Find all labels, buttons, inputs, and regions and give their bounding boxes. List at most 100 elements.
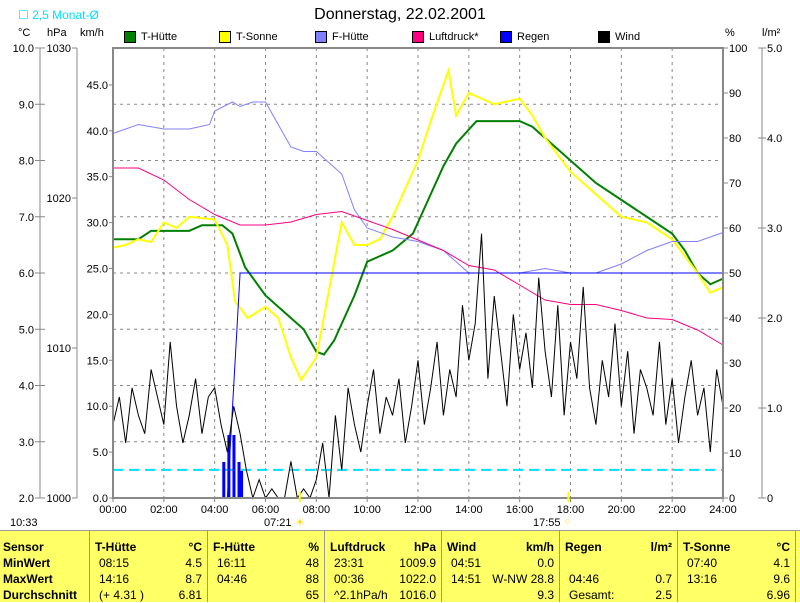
series-wind-line <box>112 233 724 500</box>
kmh-tick-label: 45.0 <box>87 80 108 92</box>
stats-cell-row: 04:46 0.7 <box>565 571 672 587</box>
stats-value: W-NW 28.8 <box>492 572 554 586</box>
celsius-tick-label: 6.0 <box>19 268 34 280</box>
stats-time: (+ 4.31 ) <box>99 588 145 602</box>
lm2-tick-label: 2.0 <box>767 313 782 325</box>
unit-kmh: km/h <box>80 27 104 39</box>
stats-column: T-Sonne °C 07:40 4.1 13:16 9.6 6.96 <box>678 531 796 602</box>
unit-lm2: l/m² <box>762 27 781 39</box>
rain-bar <box>240 471 244 498</box>
kmh-tick-label: 30.0 <box>87 218 108 230</box>
stats-cell-row: 9.3 <box>447 587 554 603</box>
kmh-tick-label: 25.0 <box>87 264 108 276</box>
stats-value: 1022.0 <box>399 572 436 586</box>
stats-value: 4.5 <box>185 556 202 570</box>
celsius-tick-label: 2.0 <box>19 493 34 505</box>
kmh-tick-label: 15.0 <box>87 355 108 367</box>
legend-item: Wind <box>598 31 640 43</box>
lm2-tick-label: 5.0 <box>767 43 782 55</box>
stats-cell-row: 08:15 4.5 <box>95 555 202 571</box>
kmh-tick-label: 40.0 <box>87 126 108 138</box>
x-tick-label: 24:00 <box>709 504 737 516</box>
stats-cell-row: Gesamt: 2.5 <box>565 587 672 603</box>
stats-column-header: Regen l/m² <box>565 539 672 555</box>
stats-column-header: F-Hütte% <box>213 539 319 555</box>
kmh-tick-label: 0.0 <box>93 493 108 505</box>
hpa-tick-label: 1020 <box>47 193 71 205</box>
monthly-average-toggle[interactable]: ☐ 2,5 Monat-Ø <box>18 8 99 22</box>
stats-time: 14:51 <box>451 572 482 586</box>
legend-item: T-Sonne <box>219 31 278 43</box>
stats-value: 4.1 <box>773 556 790 570</box>
stats-time: 04:46 <box>569 572 600 586</box>
stats-time: 16:11 <box>217 556 247 570</box>
stats-cell-row: 04:46 88 <box>213 571 319 587</box>
stats-column: Wind km/h 04:51 0.0 14:51 W-NW 28.8 9.3 <box>442 531 560 602</box>
stats-value: 65 <box>305 588 319 602</box>
celsius-tick-label: 4.0 <box>19 381 34 393</box>
legend-label: Wind <box>615 31 641 43</box>
stats-column-header: Luftdruck hPa <box>330 539 436 555</box>
stats-cell-row: 13:16 9.6 <box>683 571 790 587</box>
stats-value: 9.3 <box>537 588 554 602</box>
x-tick-label: 00:00 <box>99 504 127 516</box>
stats-value: 8.7 <box>185 572 202 586</box>
sunset-time: 17:55 <box>533 517 561 529</box>
stats-cell-row: 14:16 8.7 <box>95 571 202 587</box>
series-luftdruck-line <box>113 167 724 346</box>
stats-value: 48 <box>305 556 319 570</box>
legend-item: Luftdruck* <box>412 31 479 43</box>
legend-item: F-Hütte <box>315 31 369 43</box>
lm2-tick-label: 1.0 <box>767 403 782 415</box>
stats-value: 6.96 <box>766 588 790 602</box>
lm2-tick-label: 0 <box>767 493 773 505</box>
stats-time: 00:36 <box>334 572 365 586</box>
stats-column-unit: km/h <box>525 540 554 554</box>
stats-time: 07:40 <box>687 556 718 570</box>
stats-value: 0.0 <box>537 556 554 570</box>
x-tick-label: 12:00 <box>404 504 432 516</box>
legend-swatch <box>412 31 424 43</box>
percent-tick-label: 10 <box>729 448 741 460</box>
stats-column-name: T-Hütte <box>95 540 137 554</box>
hpa-tick-label: 1010 <box>47 343 71 355</box>
stats-column: T-Hütte °C 08:15 4.5 14:16 8.7 (+ 4.31 ) 6.81 <box>90 531 208 602</box>
x-tick-label: 08:00 <box>303 504 331 516</box>
celsius-tick-label: 3.0 <box>19 437 34 449</box>
x-tick-label: 18:00 <box>557 504 585 516</box>
stats-table: Sensor MinWert MaxWert Durchschnitt T-Hütte °… <box>0 530 800 602</box>
legend-swatch <box>124 31 136 43</box>
percent-tick-label: 20 <box>729 403 741 415</box>
stats-value: 9.6 <box>773 572 790 586</box>
stats-row-label: MinWert <box>3 556 51 570</box>
stats-time: ^2.1hPa/h <box>334 588 388 602</box>
stats-cell-row: 14:51 W-NW 28.8 <box>447 571 554 587</box>
stats-column-header: Wind km/h <box>447 539 554 555</box>
stats-cell-row: 16:11 48 <box>213 555 319 571</box>
percent-tick-label: 90 <box>729 88 741 100</box>
rain-bar <box>232 435 236 498</box>
unit-percent: % <box>725 27 735 39</box>
x-tick-label: 02:00 <box>150 504 178 516</box>
legend-swatch <box>500 31 512 43</box>
weather-chart: 2.03.04.05.06.07.08.09.010.0100010101020… <box>13 43 783 516</box>
celsius-tick-label: 7.0 <box>19 212 34 224</box>
legend-label: Regen <box>517 31 550 43</box>
stats-cell-row: 6.96 <box>683 587 790 603</box>
kmh-tick-label: 10.0 <box>87 401 108 413</box>
legend-label: T-Sonne <box>236 31 278 43</box>
x-tick-label: 22:00 <box>658 504 686 516</box>
kmh-tick-label: 5.0 <box>93 447 108 459</box>
legend-swatch <box>598 31 610 43</box>
kmh-tick-label: 35.0 <box>87 172 108 184</box>
stats-column-header: T-Hütte °C <box>95 539 202 555</box>
legend-label: F-Hütte <box>332 31 369 43</box>
legend-swatch <box>315 31 327 43</box>
stats-column-name: Luftdruck <box>330 540 386 554</box>
rain-bar <box>222 462 226 498</box>
stats-column-unit: hPa <box>413 540 436 554</box>
percent-tick-label: 80 <box>729 133 741 145</box>
stats-cell-row: (+ 4.31 ) 6.81 <box>95 587 202 603</box>
kmh-tick-label: 20.0 <box>87 309 108 321</box>
stats-row-label: MaxWert <box>3 572 53 586</box>
